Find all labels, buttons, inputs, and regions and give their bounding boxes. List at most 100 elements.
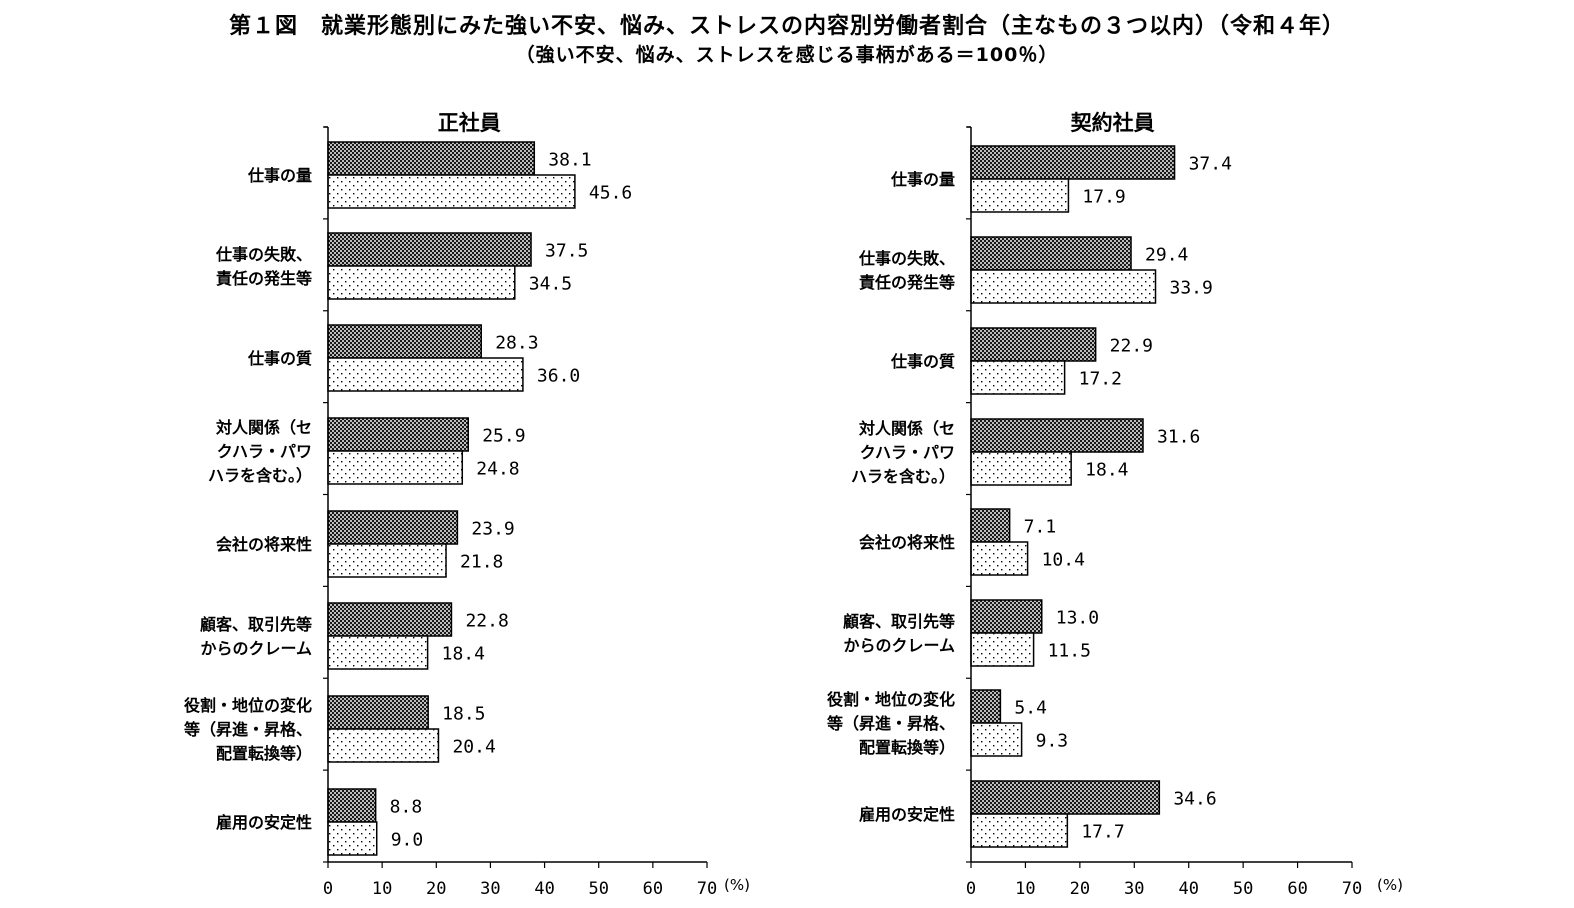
data-label: 21.8	[460, 552, 503, 573]
category-label: 会社の将来性	[859, 533, 955, 552]
x-axis-unit: (%)	[724, 876, 750, 894]
x-tick-label: 60	[643, 879, 663, 899]
x-tick-label: 10	[372, 879, 392, 899]
chart-panel-2: 契約社員 37.4 17.9 仕事の量 29.4 33.9 仕事の失敗、責任の発生等 22.9…	[826, 111, 1403, 899]
bar	[970, 813, 1069, 848]
data-label: 17.7	[1081, 822, 1124, 843]
category-label: 雇用の安定性	[859, 805, 955, 824]
panel-title: 正社員	[438, 111, 501, 135]
category-label: クハラ・パワ	[217, 442, 312, 461]
data-label: 11.5	[1048, 641, 1091, 662]
x-tick-label: 70	[697, 879, 717, 899]
category-label: 会社の将来性	[216, 535, 312, 554]
x-tick-label: 40	[534, 879, 554, 899]
x-tick-label: 60	[1287, 879, 1307, 899]
category-label: 等（昇進・昇格、	[183, 720, 312, 739]
category-label: ハラを含む。）	[851, 467, 955, 486]
data-label: 25.9	[482, 426, 525, 447]
panel-title: 契約社員	[1070, 111, 1155, 135]
data-label: 22.8	[465, 611, 508, 632]
bar	[970, 451, 1072, 486]
category-label: 顧客、取引先等	[843, 612, 955, 631]
category-label: からのクレーム	[843, 636, 955, 655]
bar	[327, 602, 453, 637]
category-label: 仕事の質	[247, 349, 312, 368]
data-label: 13.0	[1056, 608, 1099, 629]
x-axis-unit: (%)	[1377, 876, 1403, 894]
category-label: 等（昇進・昇格、	[826, 714, 955, 733]
x-tick-label: 50	[588, 879, 608, 899]
category-label: 顧客、取引先等	[200, 615, 312, 634]
chart-panel-1: 正社員 38.1 45.6 仕事の量 37.5 34.5 仕事の失敗、責任の発生等 28.3 3…	[183, 111, 750, 899]
data-label: 8.8	[390, 797, 423, 818]
bar	[970, 599, 1043, 634]
data-label: 18.4	[1085, 460, 1128, 481]
bar	[327, 543, 447, 578]
data-label: 17.9	[1082, 187, 1125, 208]
bar	[327, 417, 469, 452]
bar	[327, 265, 516, 300]
bar	[327, 174, 576, 209]
x-tick-label: 20	[1070, 879, 1090, 899]
category-label: 雇用の安定性	[216, 813, 312, 832]
x-tick-label: 30	[1124, 879, 1144, 899]
bar	[327, 695, 429, 730]
bar	[970, 360, 1066, 395]
category-label: 配置転換等）	[216, 744, 312, 763]
x-tick-label: 10	[1015, 879, 1035, 899]
x-tick-label: 70	[1342, 879, 1362, 899]
bar	[327, 788, 377, 823]
category-label: 対人関係（セ	[858, 419, 955, 438]
x-tick-label: 40	[1178, 879, 1198, 899]
category-label: 役割・地位の変化	[184, 696, 312, 715]
x-tick-label: 30	[480, 879, 500, 899]
data-label: 31.6	[1157, 427, 1200, 448]
bar	[970, 327, 1097, 362]
category-label: 責任の発生等	[859, 273, 955, 292]
data-label: 7.1	[1024, 517, 1057, 538]
bar	[970, 236, 1132, 271]
bar	[327, 510, 459, 545]
category-label: 仕事の量	[890, 170, 955, 189]
category-label: 仕事の失敗、	[858, 249, 955, 268]
bar	[327, 232, 532, 267]
data-label: 36.0	[537, 366, 580, 387]
x-tick-label: 50	[1233, 879, 1253, 899]
category-label: 配置転換等）	[859, 738, 955, 757]
data-label: 24.8	[476, 459, 519, 480]
category-label: クハラ・パワ	[860, 443, 955, 462]
data-label: 34.5	[529, 274, 572, 295]
bar	[970, 508, 1011, 543]
data-label: 23.9	[471, 519, 514, 540]
bar	[327, 141, 536, 176]
x-tick-label: 0	[323, 879, 333, 899]
bar	[970, 632, 1035, 667]
data-label: 5.4	[1014, 698, 1047, 719]
category-label: 仕事の量	[247, 166, 312, 185]
data-label: 28.3	[495, 333, 538, 354]
x-tick-label: 20	[426, 879, 446, 899]
x-tick-label: 0	[966, 879, 976, 899]
chart-subtitle: （強い不安、悩み、ストレスを感じる事柄がある＝100％）	[515, 44, 1059, 66]
bar	[970, 269, 1157, 304]
data-label: 9.3	[1036, 731, 1069, 752]
bar	[970, 722, 1023, 757]
data-label: 37.4	[1189, 154, 1232, 175]
bar	[327, 728, 440, 763]
bar	[970, 418, 1144, 453]
bar	[970, 145, 1176, 180]
category-label: ハラを含む。）	[208, 466, 312, 485]
data-label: 38.1	[548, 150, 591, 171]
bar	[970, 780, 1161, 815]
bar	[327, 821, 378, 856]
bar	[327, 357, 524, 392]
category-label: からのクレーム	[200, 639, 312, 658]
data-label: 10.4	[1042, 550, 1085, 571]
data-label: 18.5	[442, 704, 485, 725]
data-label: 22.9	[1110, 336, 1153, 357]
data-label: 29.4	[1145, 245, 1188, 266]
data-label: 9.0	[391, 830, 424, 851]
category-label: 対人関係（セ	[215, 418, 312, 437]
data-label: 17.2	[1079, 369, 1122, 390]
